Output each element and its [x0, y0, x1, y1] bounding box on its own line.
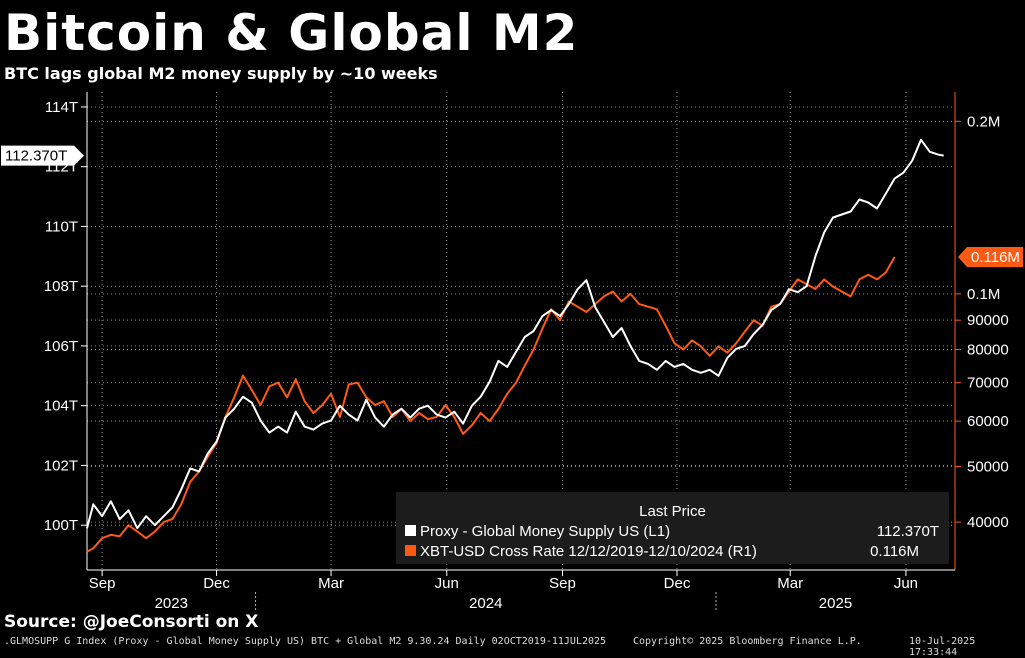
- right-tick-label: 0.1M: [967, 286, 1000, 303]
- axes: [81, 92, 961, 610]
- legend-header: Last Price: [639, 503, 706, 520]
- left-tick-label: 106T: [44, 338, 78, 355]
- index-line: .GLMOSUPP G Index (Proxy - Global Money …: [4, 636, 607, 647]
- x-tick-label: Mar: [777, 575, 803, 592]
- m2-series-line: [86, 138, 944, 530]
- axis-labels: 100T102T104T106T108T110T112T114T40000500…: [1, 99, 1023, 612]
- copyright: Copyright© 2025 Bloomberg Finance L.P.: [633, 636, 862, 647]
- legend-entry-label: Proxy - Global Money Supply US (L1): [420, 523, 670, 540]
- year-label: 2024: [469, 595, 502, 612]
- chart-subtitle: BTC lags global M2 money supply by ~10 w…: [4, 64, 438, 83]
- legend-entry-label: XBT-USD Cross Rate 12/12/2019-12/10/2024…: [420, 543, 757, 560]
- year-label: 2025: [819, 595, 852, 612]
- last-value-right-label: 0.116M: [971, 249, 1020, 266]
- right-tick-label: 0.2M: [967, 113, 1000, 130]
- left-tick-label: 108T: [44, 278, 78, 295]
- legend-box: [396, 492, 949, 564]
- timestamp: 10-Jul-2025 17:33:44: [909, 636, 976, 658]
- right-tick-label: 40000: [967, 514, 1009, 531]
- x-tick-label: Dec: [664, 575, 691, 592]
- year-label: 2023: [155, 595, 188, 612]
- legend-entry-value: 112.370T: [877, 523, 939, 540]
- left-tick-label: 100T: [44, 517, 78, 534]
- x-tick-label: Dec: [203, 575, 230, 592]
- last-value-left-marker: [1, 145, 84, 166]
- x-tick-label: Sep: [549, 575, 576, 592]
- right-tick-label: 50000: [967, 459, 1009, 476]
- left-tick-label: 104T: [44, 398, 78, 415]
- legend-entry-value: 0.116M: [870, 543, 919, 560]
- left-tick-label: 102T: [44, 457, 78, 474]
- x-tick-label: Jun: [894, 575, 918, 592]
- legend-swatch: [405, 525, 416, 536]
- source-credit: Source: @JoeConsorti on X: [4, 612, 259, 632]
- left-tick-label: 110T: [45, 218, 78, 235]
- right-tick-label: 70000: [967, 375, 1009, 392]
- x-tick-label: Sep: [89, 575, 116, 592]
- right-tick-label: 60000: [967, 413, 1009, 430]
- grid: [87, 92, 955, 570]
- x-tick-label: Jun: [435, 575, 459, 592]
- legend: Last Price Proxy - Global Money Supply US…: [396, 492, 949, 564]
- chart-title: Bitcoin & Global M2: [4, 4, 579, 62]
- x-tick-label: Mar: [318, 575, 344, 592]
- legend-swatch: [405, 545, 416, 556]
- last-value-right-marker: [958, 246, 1023, 267]
- right-tick-label: 80000: [967, 341, 1009, 358]
- last-value-left-label: 112.370T: [5, 148, 67, 165]
- right-tick-label: 90000: [967, 312, 1009, 329]
- series-lines: [86, 138, 944, 553]
- left-tick-label: 114T: [45, 99, 78, 116]
